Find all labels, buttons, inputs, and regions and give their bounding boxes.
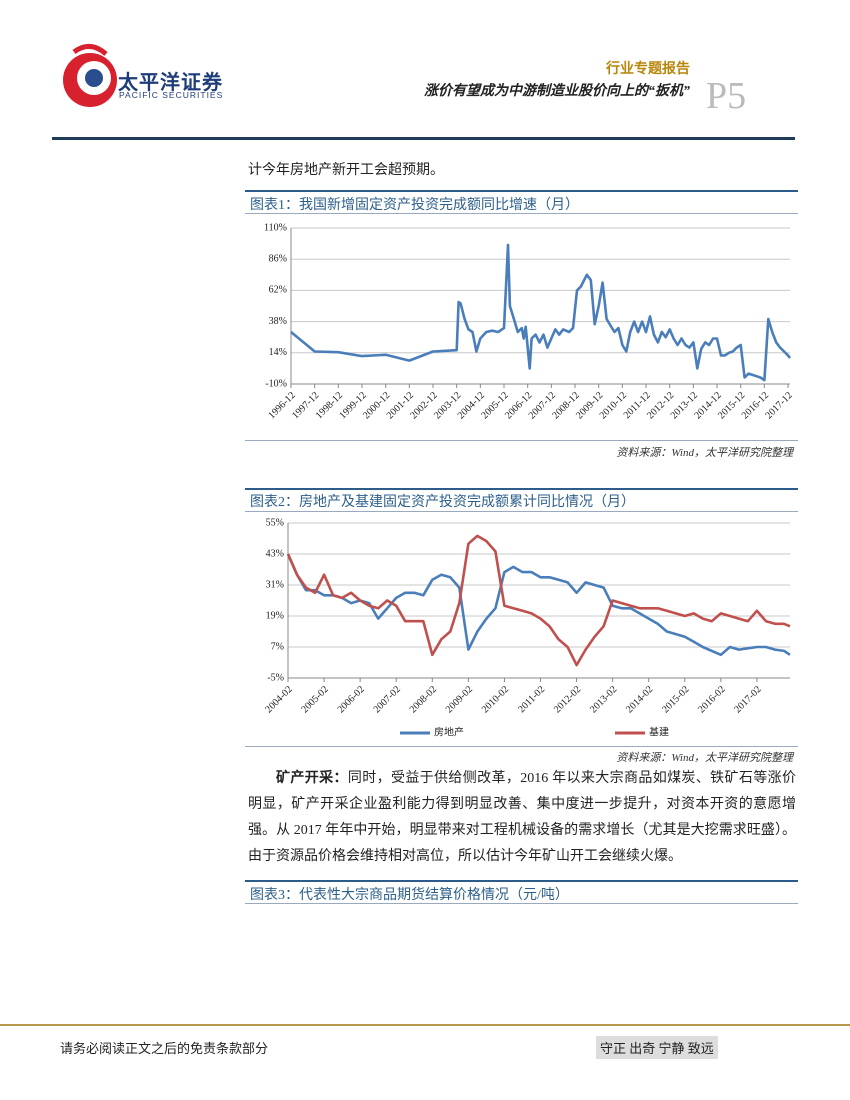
chart: -10%14%38%62%86%110%1996-121997-121998-1… bbox=[264, 222, 795, 421]
x-tick-label: 2006-02 bbox=[336, 684, 367, 715]
y-tick-label: 55% bbox=[266, 517, 284, 528]
y-tick-label: 86% bbox=[269, 253, 287, 264]
legend-label: 房地产 bbox=[434, 725, 464, 738]
intro-text: 计今年房地产新开工会超预期。 bbox=[248, 163, 444, 178]
series-line bbox=[286, 553, 791, 657]
motto: 守正 出奇 宁静 致远 bbox=[596, 1036, 718, 1059]
report-title: 涨价有望成为中游制造业股价向上的“扳机” bbox=[424, 84, 690, 99]
disclaimer: 请务必阅读正文之后的免责条款部分 bbox=[60, 1041, 269, 1056]
header-rule bbox=[52, 137, 795, 140]
figure-title: 图表3：代表性大宗商品期货结算价格情况（元/吨） bbox=[250, 888, 569, 903]
logo-cn: 太平洋证券 bbox=[118, 72, 223, 94]
y-tick-label: -10% bbox=[265, 378, 287, 389]
logo-arc bbox=[72, 44, 108, 56]
paragraph: 矿产开采：同时，受益于供给侧改革，2016 年以来大宗商品如煤炭、铁矿石等涨价明… bbox=[248, 766, 796, 870]
x-tick-label: 2017-02 bbox=[732, 684, 763, 715]
x-tick-label: 2013-02 bbox=[588, 684, 619, 715]
figure-rule bbox=[245, 903, 798, 904]
series-line bbox=[290, 243, 792, 382]
legend-label: 基建 bbox=[649, 725, 669, 738]
paragraph-text: 同时，受益于供给侧改革，2016 年以来大宗商品如煤炭、铁矿石等涨价明显，矿产开… bbox=[248, 771, 797, 864]
y-tick-label: 7% bbox=[271, 641, 284, 652]
y-tick-label: 38% bbox=[269, 316, 287, 327]
chart: -5%7%19%31%43%55%2004-02 2005-02 2006-02 20… bbox=[263, 517, 791, 738]
page-number: P5 bbox=[706, 75, 747, 117]
figure-rule bbox=[245, 880, 798, 882]
y-tick-label: -5% bbox=[267, 672, 284, 683]
figure-title: 图表1：我国新增固定资产投资完成额同比增速（月） bbox=[250, 198, 579, 213]
y-tick-label: 19% bbox=[266, 610, 284, 621]
figure-source: 资料来源：Wind，太平洋研究院整理 bbox=[616, 752, 793, 764]
report-type: 行业专题报告 bbox=[606, 62, 690, 77]
logo-mark bbox=[63, 44, 117, 107]
x-tick-label: 2017-12 bbox=[763, 390, 794, 421]
figure-rule bbox=[245, 190, 798, 192]
logo-core bbox=[85, 69, 103, 87]
figure-title: 图表2：房地产及基建固定资产投资完成额累计同比情况（月） bbox=[250, 495, 635, 510]
figure-rule bbox=[245, 488, 798, 490]
logo-en: PACIFIC SECURITIES bbox=[119, 90, 224, 100]
x-tick-label: 2014-02 bbox=[624, 684, 655, 715]
figure-rule bbox=[245, 746, 798, 747]
figure-rule bbox=[245, 511, 798, 512]
figure-rule bbox=[245, 213, 798, 214]
y-tick-label: 110% bbox=[264, 222, 287, 233]
x-tick-label: 2008-02 bbox=[408, 684, 439, 715]
y-tick-label: 31% bbox=[266, 579, 284, 590]
series-line bbox=[286, 534, 791, 667]
y-tick-label: 43% bbox=[266, 548, 284, 559]
y-tick-label: 62% bbox=[269, 285, 287, 296]
x-tick-label: 2011-02 bbox=[516, 684, 547, 715]
x-tick-label: 2005-02 bbox=[299, 684, 330, 715]
x-tick-label: 2007-02 bbox=[372, 684, 403, 715]
x-tick-label: 2010-02 bbox=[480, 684, 511, 715]
footer-rule bbox=[0, 1024, 850, 1026]
figure-source: 资料来源：Wind，太平洋研究院整理 bbox=[616, 447, 793, 459]
x-tick-label: 2012-02 bbox=[552, 684, 583, 715]
figure-rule bbox=[245, 440, 798, 441]
x-tick-label: 2016-02 bbox=[696, 684, 727, 715]
x-tick-label: 2009-02 bbox=[444, 684, 475, 715]
x-tick-label: 2015-02 bbox=[660, 684, 691, 715]
y-tick-label: 14% bbox=[269, 347, 287, 358]
paragraph-lead: 矿产开采： bbox=[276, 771, 348, 786]
x-tick-label: 2004-02 bbox=[263, 684, 294, 715]
